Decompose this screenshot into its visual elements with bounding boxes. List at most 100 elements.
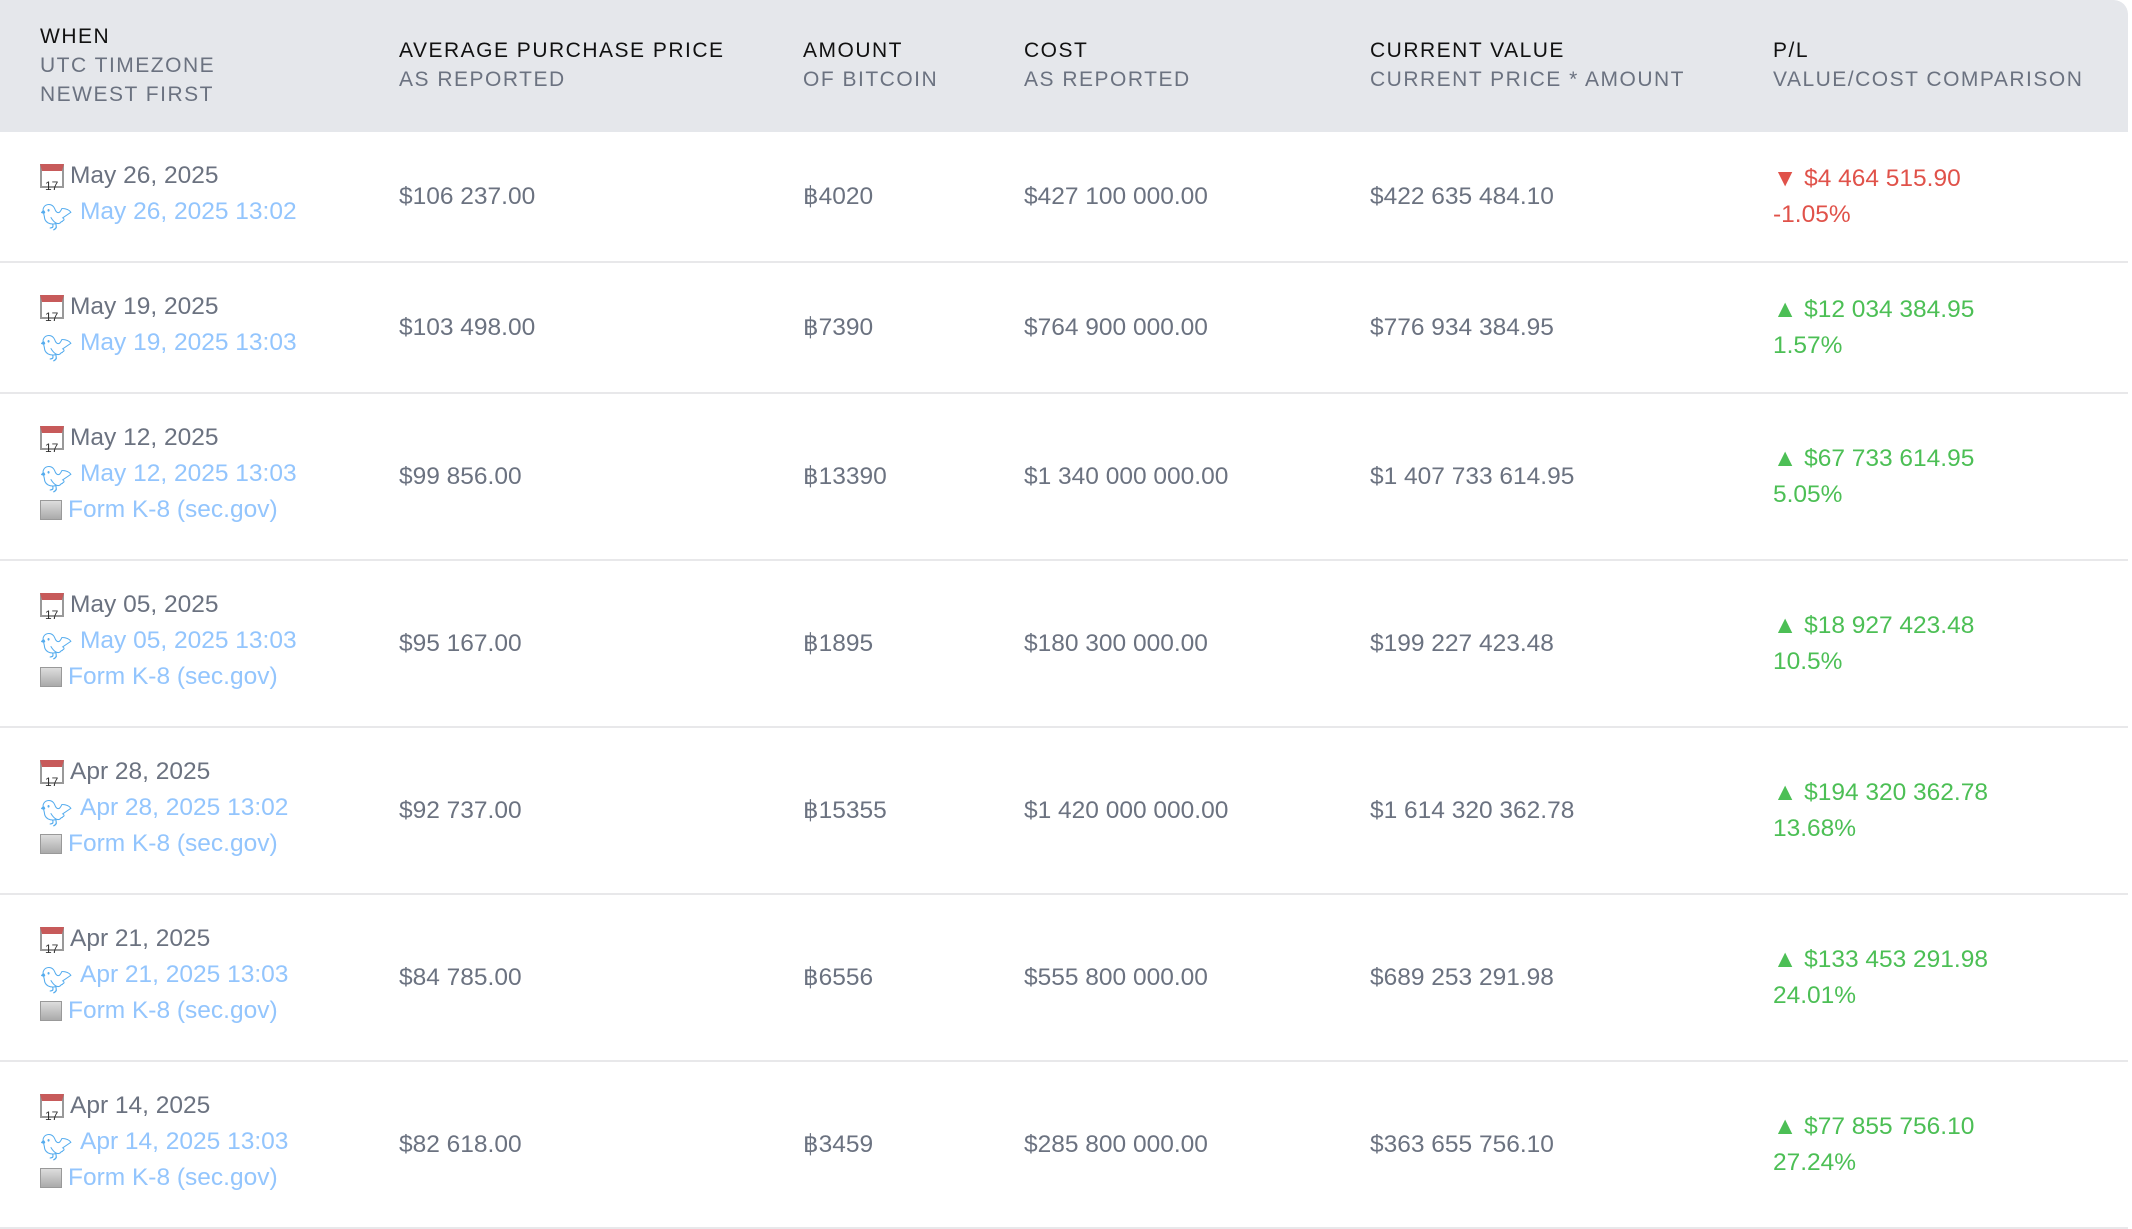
cost-cell: $285 800 000.00 [1024,1130,1208,1158]
when-cell: 17 Apr 14, 2025 🐦︎ Apr 14, 2025 13:03 Form … [40,1088,288,1196]
document-icon [40,1001,62,1021]
triangle-up-icon: ▲ [1773,778,1798,806]
pl-amount: $67 733 614.95 [1804,444,1975,472]
amount-cell: ฿13390 [803,462,887,490]
tweet-link[interactable]: Apr 28, 2025 13:02 [80,794,289,821]
purchase-date: May 19, 2025 [70,293,219,320]
twitter-icon: 🐦︎ [40,464,74,494]
column-subtitle: AS REPORTED [399,68,566,91]
pl-percent: 1.57% [1773,331,1843,359]
when-cell: 17 Apr 21, 2025 🐦︎ Apr 21, 2025 13:03 Form … [40,921,288,1029]
avg-price-cell: $106 237.00 [399,182,536,210]
pl-cell: ▲ $194 320 362.78 13.68% [1773,775,1988,847]
tweet-link[interactable]: May 05, 2025 13:03 [80,627,297,654]
calendar-icon: 17 [40,927,64,956]
twitter-icon: 🐦︎ [40,202,74,232]
document-icon [40,1168,62,1188]
pl-percent: 10.5% [1773,647,1843,675]
table-row: 17 Apr 21, 2025 🐦︎ Apr 21, 2025 13:03 Form … [0,895,2128,1062]
column-title: WHEN [40,25,111,48]
triangle-up-icon: ▲ [1773,444,1798,472]
table-row: 17 May 05, 2025 🐦︎ May 05, 2025 13:03 Form … [0,561,2128,728]
pl-amount: $133 453 291.98 [1804,945,1988,973]
table-header: WHEN UTC TIMEZONE NEWEST FIRST AVERAGE PURC… [0,0,2128,132]
amount-cell: ฿7390 [803,313,874,341]
column-subtitle: VALUE/COST COMPARISON [1773,68,2084,91]
pl-percent: 24.01% [1773,981,1857,1009]
triangle-up-icon: ▲ [1773,1112,1798,1140]
avg-price-cell: $103 498.00 [399,313,536,341]
column-header-pl: P/L VALUE/COST COMPARISON [1773,36,2083,94]
pl-cell: ▲ $67 733 614.95 5.05% [1773,441,1974,513]
column-title: COST [1024,39,1089,62]
when-cell: 17 May 12, 2025 🐦︎ May 12, 2025 13:03 Form … [40,420,297,528]
table-row: 17 Apr 14, 2025 🐦︎ Apr 14, 2025 13:03 Form … [0,1062,2128,1229]
column-title: CURRENT VALUE [1370,39,1565,62]
pl-amount: $12 034 384.95 [1804,295,1975,323]
sec-filing-link[interactable]: Form K-8 (sec.gov) [68,1164,278,1191]
sec-filing-link[interactable]: Form K-8 (sec.gov) [68,496,278,523]
amount-cell: ฿4020 [803,182,874,210]
table-row: 17 Apr 28, 2025 🐦︎ Apr 28, 2025 13:02 Form … [0,728,2128,895]
column-title: AMOUNT [803,39,903,62]
cost-cell: $764 900 000.00 [1024,313,1208,341]
cost-cell: $180 300 000.00 [1024,629,1208,657]
avg-price-cell: $82 618.00 [399,1130,522,1158]
table-row: 17 May 12, 2025 🐦︎ May 12, 2025 13:03 Form … [0,394,2128,561]
amount-cell: ฿1895 [803,629,874,657]
cost-cell: $555 800 000.00 [1024,963,1208,991]
column-subtitle: AS REPORTED [1024,68,1191,91]
sec-filing-link[interactable]: Form K-8 (sec.gov) [68,997,278,1024]
purchase-date: May 05, 2025 [70,591,219,618]
table-body: 17 May 26, 2025 🐦︎ May 26, 2025 13:02 $106 … [0,132,2128,1229]
twitter-icon: 🐦︎ [40,631,74,661]
column-subtitle: NEWEST FIRST [40,83,214,106]
when-cell: 17 May 19, 2025 🐦︎ May 19, 2025 13:03 [40,289,297,363]
pl-percent: 27.24% [1773,1148,1857,1176]
triangle-down-icon: ▼ [1773,164,1798,192]
purchase-date: May 12, 2025 [70,424,219,451]
avg-price-cell: $99 856.00 [399,462,522,490]
calendar-icon: 17 [40,593,64,622]
avg-price-cell: $95 167.00 [399,629,522,657]
amount-cell: ฿15355 [803,796,887,824]
purchase-date: Apr 21, 2025 [70,925,211,952]
current-value-cell: $689 253 291.98 [1370,963,1554,991]
pl-percent: -1.05% [1773,200,1851,228]
tweet-link[interactable]: May 12, 2025 13:03 [80,460,297,487]
when-cell: 17 May 26, 2025 🐦︎ May 26, 2025 13:02 [40,158,297,232]
avg-price-cell: $92 737.00 [399,796,522,824]
document-icon [40,667,62,687]
avg-price-cell: $84 785.00 [399,963,522,991]
tweet-link[interactable]: Apr 14, 2025 13:03 [80,1128,289,1155]
sec-filing-link[interactable]: Form K-8 (sec.gov) [68,830,278,857]
tweet-link[interactable]: May 26, 2025 13:02 [80,198,297,225]
column-subtitle: OF BITCOIN [803,68,939,91]
pl-percent: 13.68% [1773,814,1857,842]
when-cell: 17 May 05, 2025 🐦︎ May 05, 2025 13:03 Form … [40,587,297,695]
pl-cell: ▲ $12 034 384.95 1.57% [1773,292,1974,364]
current-value-cell: $1 614 320 362.78 [1370,796,1575,824]
pl-amount: $18 927 423.48 [1804,611,1975,639]
purchase-date: Apr 14, 2025 [70,1092,211,1119]
calendar-icon: 17 [40,1094,64,1123]
column-subtitle: UTC TIMEZONE [40,54,216,77]
cost-cell: $1 340 000 000.00 [1024,462,1229,490]
tweet-link[interactable]: May 19, 2025 13:03 [80,329,297,356]
current-value-cell: $363 655 756.10 [1370,1130,1554,1158]
tweet-link[interactable]: Apr 21, 2025 13:03 [80,961,289,988]
column-header-cost: COST AS REPORTED [1024,36,1191,94]
table-row: 17 May 19, 2025 🐦︎ May 19, 2025 13:03 $103 … [0,263,2128,394]
pl-cell: ▼ $4 464 515.90 -1.05% [1773,161,1961,233]
calendar-icon: 17 [40,295,64,324]
column-header-when: WHEN UTC TIMEZONE NEWEST FIRST [40,22,215,109]
calendar-icon: 17 [40,164,64,193]
cost-cell: $427 100 000.00 [1024,182,1208,210]
sec-filing-link[interactable]: Form K-8 (sec.gov) [68,663,278,690]
triangle-up-icon: ▲ [1773,611,1798,639]
twitter-icon: 🐦︎ [40,965,74,995]
triangle-up-icon: ▲ [1773,945,1798,973]
calendar-icon: 17 [40,426,64,455]
amount-cell: ฿3459 [803,1130,874,1158]
